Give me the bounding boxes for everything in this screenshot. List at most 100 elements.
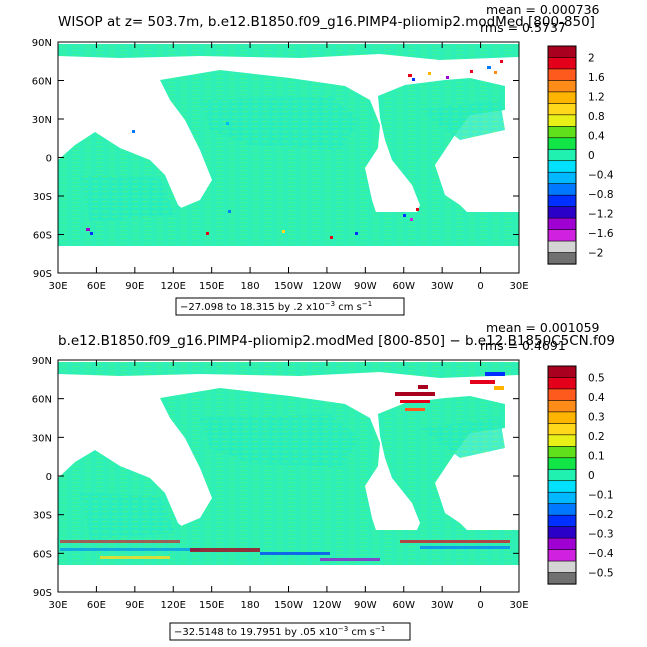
colorbar-label: −0.1 — [588, 490, 614, 502]
y-tick-label: 90N — [32, 38, 52, 49]
colorbar-swatch — [547, 526, 577, 539]
colorbar-swatch — [547, 491, 577, 505]
colorbar-swatch — [547, 148, 577, 162]
colorbar-swatch — [547, 240, 577, 254]
colorbar-swatch — [547, 411, 577, 424]
panel-2-y-axis: 90N 60N 30N 0 30S 60S 90S — [32, 356, 519, 599]
colorbar-label: −0.5 — [588, 568, 614, 580]
x-tick-label: 180 — [241, 600, 260, 611]
panel-2-anomalies — [60, 372, 510, 561]
panel-1-y-axis: 90N 60N 30N 0 30S 60S 90S — [32, 38, 519, 280]
x-tick-label: 150W — [274, 281, 303, 292]
y-tick-label: 60S — [33, 549, 52, 560]
y-tick-label: 90S — [33, 269, 52, 280]
panel-1-mean: mean = 0.000736 — [486, 2, 600, 17]
x-tick-label: 60E — [87, 281, 106, 292]
colorbar-label: −0.4 — [588, 170, 614, 182]
colorbar-swatch — [547, 434, 577, 447]
colorbar-swatch — [547, 206, 577, 219]
colorbar-label: 0.4 — [588, 130, 605, 142]
colorbar-swatch — [547, 503, 577, 516]
colorbar-swatch — [547, 377, 577, 390]
y-tick-label: 30N — [32, 433, 52, 444]
colorbar-swatch — [547, 183, 577, 196]
y-tick-label: 30N — [32, 115, 52, 126]
colorbar-swatch — [547, 57, 577, 70]
y-tick-label: 30S — [33, 192, 52, 203]
panel-2-map — [58, 360, 519, 592]
panel-1-x-axis: 30E 60E 90E 120E 150E 180 150W 120W 90W 60W 30W 0 30… — [48, 42, 529, 292]
x-tick-label: 120W — [312, 600, 341, 611]
x-tick-label: 90W — [354, 281, 377, 292]
colorbar-label: −0.8 — [588, 189, 614, 201]
x-tick-label: 30E — [509, 281, 528, 292]
colorbar-swatch — [547, 160, 577, 173]
panel-1-range-label: −27.098 to 18.315 by .2 x10−3 cm s−1 — [180, 300, 372, 313]
colorbar-swatch — [547, 400, 577, 413]
colorbar-label: 0.4 — [588, 392, 605, 404]
y-tick-label: 60S — [33, 231, 52, 242]
y-tick-label: 60N — [32, 395, 52, 406]
colorbar-label: −2 — [588, 248, 603, 260]
x-tick-label: 150E — [199, 600, 224, 611]
x-tick-label: 0 — [477, 281, 483, 292]
panel-2-range-box — [169, 622, 411, 641]
colorbar-swatch — [547, 252, 577, 265]
x-tick-label: 30E — [509, 600, 528, 611]
panel-1-colorbar: 2 1.6 1.2 0.8 0.4 0 −0.4 −0.8 −1.2 −1.6 −2 — [547, 45, 614, 265]
colorbar-outline — [547, 365, 577, 585]
x-tick-label: 30E — [48, 281, 67, 292]
panel-1-anomalies — [86, 60, 503, 239]
y-tick-label: 90S — [33, 588, 52, 599]
x-tick-label: 60W — [392, 281, 415, 292]
panel-2-colorbar: 0.5 0.4 0.3 0.2 0.1 0 −0.1 −0.2 −0.3 −0.4 −0.5 — [547, 365, 614, 585]
y-tick-label: 90N — [32, 356, 52, 367]
colorbar-swatch — [547, 126, 577, 139]
panel-2-x-axis: 30E 60E 90E 120E 150E 180 150W 120W 90W 60W 30W 0 30… — [48, 360, 529, 611]
y-tick-label: 30S — [33, 511, 52, 522]
panel-1: WISOP at z= 503.7m, b.e12.B1850.f09_g16.… — [32, 2, 614, 316]
panel-2-range-label: −32.5148 to 19.7951 by .05 x10−3 cm s−1 — [174, 625, 385, 638]
panel-1-title: WISOP at z= 503.7m, b.e12.B1850.f09_g16.… — [58, 14, 595, 30]
panel-1-rms: rms = 0.5737 — [480, 20, 566, 35]
colorbar-swatch — [547, 388, 577, 402]
colorbar-label: 0.5 — [588, 372, 605, 384]
colorbar-swatch — [547, 457, 577, 470]
y-tick-label: 0 — [46, 154, 52, 165]
panel-1-range-box — [175, 297, 405, 316]
x-tick-label: 30E — [48, 600, 67, 611]
x-tick-label: 30W — [431, 600, 454, 611]
colorbar-swatch — [547, 365, 577, 379]
colorbar-label: 0.8 — [588, 111, 605, 123]
x-tick-label: 180 — [241, 281, 260, 292]
x-tick-label: 120E — [161, 600, 186, 611]
colorbar-swatch — [547, 217, 577, 231]
colorbar-label: −1.6 — [588, 228, 614, 240]
colorbar-label: 1.2 — [588, 91, 605, 103]
colorbar-label: 0.1 — [588, 450, 605, 462]
y-tick-label: 0 — [46, 472, 52, 483]
colorbar-swatch — [547, 229, 577, 242]
panel-2: b.e12.B1850.f09_g16.PIMP4-pliomip2.modMe… — [32, 320, 615, 641]
x-tick-label: 60W — [392, 600, 415, 611]
colorbar-label: 2 — [588, 52, 595, 64]
colorbar-label: 0.2 — [588, 431, 605, 443]
colorbar-label: −1.2 — [588, 209, 614, 221]
colorbar-label: 0.3 — [588, 411, 605, 423]
x-tick-label: 90E — [125, 600, 144, 611]
panel-2-mean: mean = 0.001059 — [486, 320, 600, 335]
x-tick-label: 0 — [477, 600, 483, 611]
colorbar-swatch — [547, 480, 577, 493]
colorbar-swatch — [547, 103, 577, 116]
x-tick-label: 90W — [354, 600, 377, 611]
x-tick-label: 150E — [199, 281, 224, 292]
colorbar-swatch — [547, 68, 577, 82]
x-tick-label: 60E — [87, 600, 106, 611]
colorbar-swatch — [547, 114, 577, 127]
y-tick-label: 60N — [32, 77, 52, 88]
colorbar-swatch — [547, 171, 577, 185]
x-tick-label: 120W — [312, 281, 341, 292]
x-tick-label: 150W — [274, 600, 303, 611]
x-tick-label: 120E — [161, 281, 186, 292]
